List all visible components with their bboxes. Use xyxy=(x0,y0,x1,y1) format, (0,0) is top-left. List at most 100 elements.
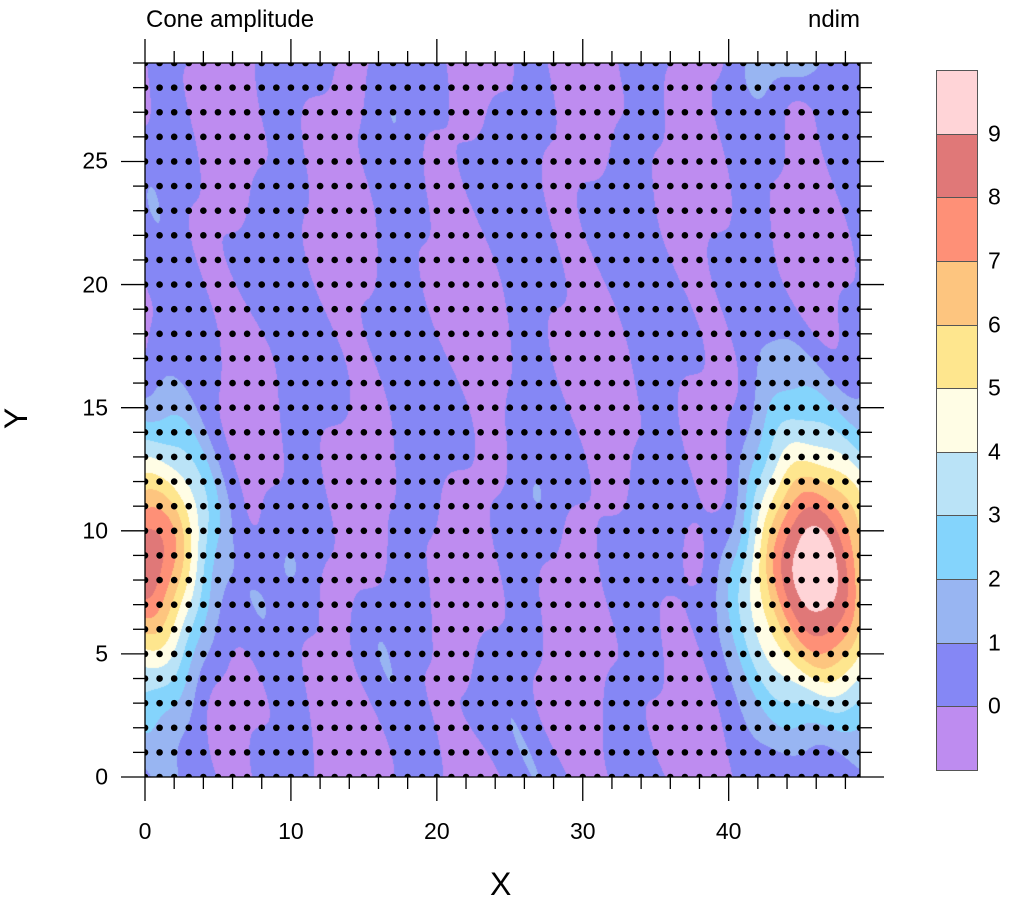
grid-point xyxy=(145,429,149,436)
colorbar-label: 7 xyxy=(988,247,1001,274)
grid-point xyxy=(200,355,207,362)
grid-point xyxy=(506,108,514,116)
grid-point xyxy=(623,527,630,535)
grid-point xyxy=(258,404,266,411)
grid-point xyxy=(316,675,324,682)
grid-point xyxy=(842,182,849,190)
grid-point xyxy=(360,429,368,436)
grid-point xyxy=(652,84,660,91)
grid-point xyxy=(725,379,732,387)
grid-point xyxy=(842,650,849,658)
grid-point xyxy=(375,478,382,485)
grid-point xyxy=(652,601,660,608)
grid-point xyxy=(200,527,207,535)
x-tick-label: 20 xyxy=(424,818,450,844)
grid-point xyxy=(769,63,776,67)
colorbar-label: 8 xyxy=(988,183,1001,210)
grid-point xyxy=(798,650,805,658)
grid-point xyxy=(623,576,630,584)
grid-point xyxy=(637,576,645,584)
grid-point xyxy=(185,552,193,559)
grid-point xyxy=(316,724,324,732)
grid-point xyxy=(652,305,660,313)
grid-point xyxy=(185,330,193,338)
grid-point xyxy=(273,429,280,436)
grid-point xyxy=(229,601,236,608)
grid-point xyxy=(418,502,426,510)
grid-point xyxy=(564,601,572,608)
grid-point xyxy=(856,773,860,777)
grid-point xyxy=(594,63,601,67)
grid-point xyxy=(302,232,309,239)
grid-point xyxy=(783,63,791,67)
grid-point xyxy=(331,281,338,288)
grid-point xyxy=(535,576,543,584)
grid-point xyxy=(637,379,645,387)
grid-point xyxy=(243,305,251,313)
grid-point xyxy=(594,108,601,116)
grid-point xyxy=(258,355,266,362)
grid-point xyxy=(477,749,484,756)
grid-point xyxy=(608,601,616,608)
grid-point xyxy=(214,63,222,67)
grid-point xyxy=(404,355,411,362)
grid-point xyxy=(360,158,368,165)
grid-point xyxy=(754,502,762,510)
grid-point xyxy=(754,379,762,387)
grid-point xyxy=(156,404,163,411)
grid-point xyxy=(316,355,324,362)
grid-point xyxy=(389,699,397,707)
grid-point xyxy=(769,749,776,756)
grid-point xyxy=(287,330,295,338)
grid-point xyxy=(623,379,630,387)
grid-point xyxy=(258,108,266,116)
grid-point xyxy=(623,207,630,215)
grid-point xyxy=(433,502,441,510)
grid-point xyxy=(696,502,703,510)
grid-point xyxy=(550,724,557,732)
grid-point xyxy=(579,281,587,288)
grid-point xyxy=(331,699,338,707)
grid-point xyxy=(375,552,382,559)
grid-point xyxy=(433,256,441,264)
grid-point xyxy=(145,84,149,91)
grid-point xyxy=(667,429,674,436)
grid-point xyxy=(302,749,309,756)
grid-point xyxy=(696,182,703,190)
grid-point xyxy=(200,502,207,510)
grid-point xyxy=(681,749,689,756)
grid-point xyxy=(477,502,484,510)
grid-point xyxy=(652,650,660,658)
grid-point xyxy=(302,773,309,777)
grid-point xyxy=(564,108,572,116)
grid-point xyxy=(579,527,587,535)
grid-point xyxy=(739,355,747,362)
grid-point xyxy=(550,207,557,215)
grid-point xyxy=(331,207,338,215)
grid-point xyxy=(360,281,368,288)
grid-point xyxy=(842,379,849,387)
y-tick-label: 5 xyxy=(95,640,108,667)
grid-point xyxy=(739,404,747,411)
grid-point xyxy=(302,601,309,608)
grid-point xyxy=(550,749,557,756)
grid-point xyxy=(404,84,411,91)
grid-point xyxy=(316,404,324,411)
grid-point xyxy=(783,552,791,559)
grid-point xyxy=(389,773,397,777)
grid-point xyxy=(521,552,528,559)
grid-point xyxy=(433,429,441,436)
grid-point xyxy=(739,478,747,485)
grid-point xyxy=(214,749,222,756)
grid-point xyxy=(842,502,849,510)
grid-point xyxy=(477,650,484,658)
grid-point xyxy=(594,281,601,288)
grid-point xyxy=(812,453,820,461)
grid-point xyxy=(696,625,703,633)
grid-point xyxy=(243,453,251,461)
grid-point xyxy=(856,133,860,141)
grid-point xyxy=(389,429,397,436)
grid-point xyxy=(652,355,660,362)
grid-point xyxy=(360,305,368,313)
grid-point xyxy=(145,182,149,190)
